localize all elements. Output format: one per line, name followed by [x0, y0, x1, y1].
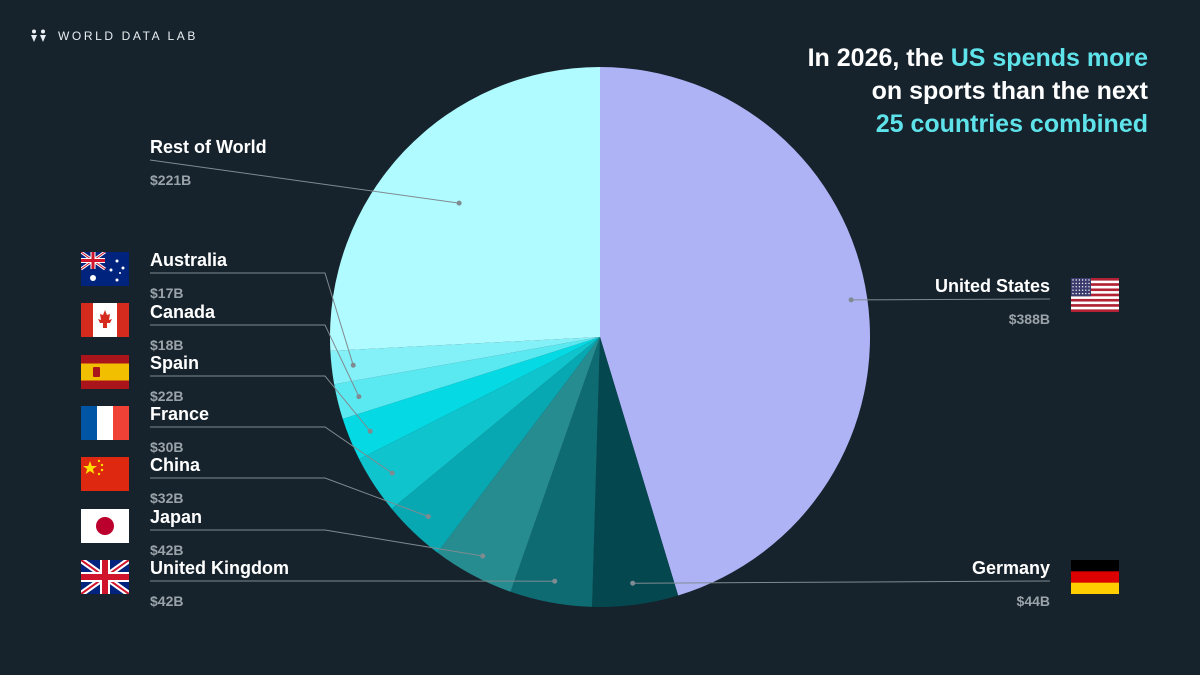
leader-dot-germany [630, 580, 636, 586]
label-name-united-states: United States [935, 276, 1050, 296]
slice-china [391, 337, 600, 553]
brand-logo: WORLD DATA LAB [30, 29, 198, 43]
slice-spain [342, 337, 600, 460]
leader-dot-france [389, 470, 395, 476]
label-value-rest-of-world: $221B [150, 172, 191, 188]
title-accent-2: 25 countries combined [875, 110, 1148, 138]
pie-slices [330, 67, 871, 607]
leader-dot-united-kingdom [552, 578, 558, 584]
leader-line-france [150, 426, 393, 474]
title-line-1: In 2026, the US spends more [808, 42, 1148, 75]
slice-rest-of-world [330, 67, 600, 351]
label-name-australia: Australia [150, 250, 228, 270]
label-name-france: France [150, 404, 209, 424]
leader-dot-australia [350, 362, 356, 368]
flags [81, 252, 1119, 594]
leader-line-japan [150, 529, 483, 557]
japan-flag-icon [81, 509, 129, 543]
slice-united-kingdom [510, 337, 600, 607]
us-flag-icon [1071, 278, 1119, 312]
label-value-japan: $42B [150, 542, 183, 558]
leader-line-rest-of-world [149, 159, 460, 204]
leader-line-china [150, 477, 429, 517]
slice-australia [330, 337, 600, 385]
canada-flag-icon [81, 303, 129, 337]
label-name-spain: Spain [150, 353, 199, 373]
uk-flag-icon [81, 560, 129, 594]
label-name-china: China [150, 455, 201, 475]
france-flag-icon [81, 406, 129, 440]
slice-labels: United States $388B Germany $44B United King… [150, 137, 1050, 609]
label-name-japan: Japan [150, 507, 202, 527]
slice-canada [334, 337, 600, 419]
china-flag-icon [81, 457, 129, 491]
slice-japan [437, 337, 600, 592]
label-name-canada: Canada [150, 302, 216, 322]
label-value-germany: $44B [1017, 593, 1050, 609]
chart-title: In 2026, the US spends more on sports th… [808, 42, 1148, 141]
leader-dot-china [425, 514, 431, 519]
australia-flag-icon [81, 252, 129, 286]
spain-flag-icon [81, 355, 129, 389]
label-value-united-kingdom: $42B [150, 593, 183, 609]
leader-line-australia [150, 272, 354, 366]
leader-line-united-states [851, 298, 1051, 301]
label-value-canada: $18B [150, 337, 183, 353]
label-value-united-states: $388B [1009, 311, 1050, 327]
leader-lines [149, 159, 1051, 586]
title-line-1-text: In 2026, the [807, 44, 951, 72]
label-name-rest-of-world: Rest of World [150, 137, 267, 157]
slice-united-states [600, 67, 871, 596]
label-value-spain: $22B [150, 388, 183, 404]
leader-dot-canada [356, 394, 362, 400]
slice-germany [592, 337, 679, 607]
leader-dot-united-states [848, 297, 854, 303]
leader-line-canada [150, 324, 360, 397]
brand-name: WORLD DATA LAB [58, 29, 198, 43]
wdl-logo-icon [31, 29, 46, 42]
title-line-2: on sports than the next [871, 77, 1148, 105]
label-value-australia: $17B [150, 285, 183, 301]
label-value-france: $30B [150, 439, 183, 455]
leader-line-germany [632, 580, 1051, 584]
leader-dot-spain [367, 428, 373, 434]
label-name-united-kingdom: United Kingdom [150, 558, 289, 578]
leader-dot-rest-of-world [456, 200, 462, 206]
leader-line-spain [150, 375, 371, 432]
title-accent-1: US spends more [950, 44, 1148, 72]
label-value-china: $32B [150, 490, 183, 506]
leader-dot-japan [480, 553, 486, 559]
label-name-germany: Germany [972, 558, 1050, 578]
germany-flag-icon [1071, 560, 1119, 594]
slice-france [359, 337, 600, 509]
